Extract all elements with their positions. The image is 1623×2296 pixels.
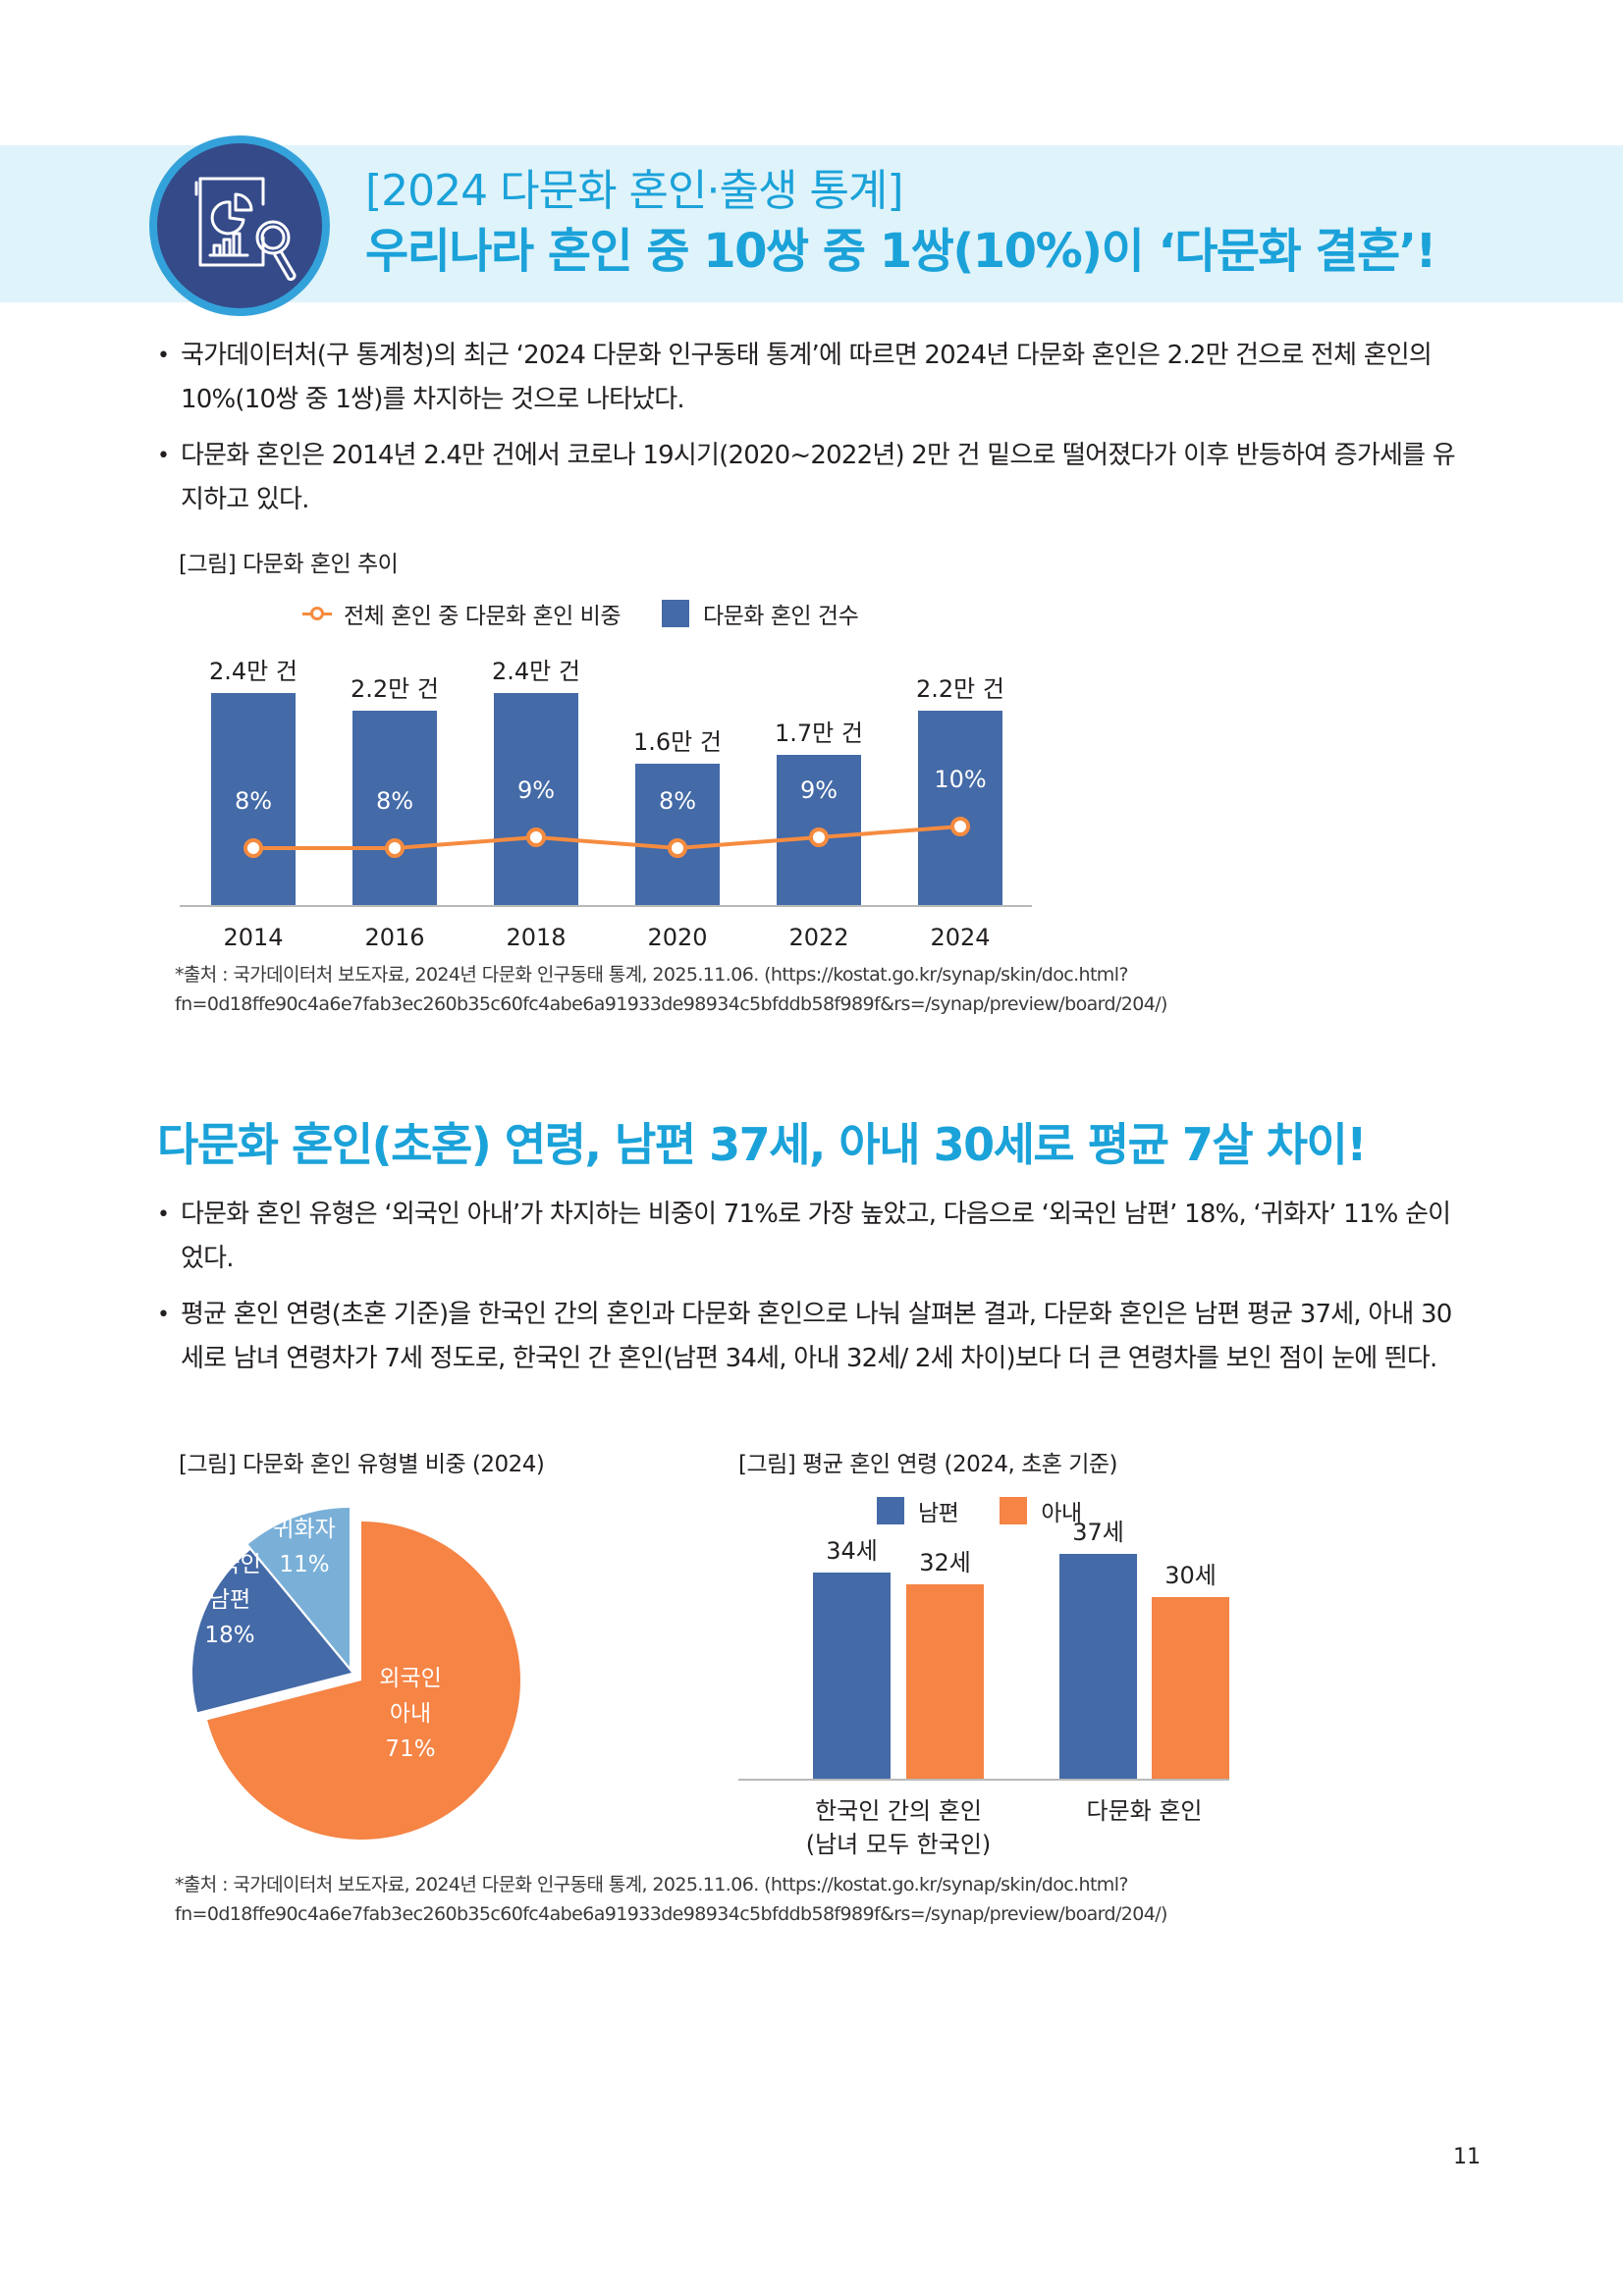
report-magnifier-icon	[194, 177, 297, 282]
x-axis-label: 2024	[930, 924, 991, 951]
bar-count	[635, 764, 720, 905]
square-swatch-icon	[661, 600, 689, 627]
source-note: *출처 : 국가데이터처 보도자료, 2024년 다문화 인구동태 통계, 20…	[175, 1874, 1167, 1925]
page-number: 11	[1453, 2145, 1481, 2169]
pie-caption: [그림] 다문화 혼인 유형별 비중 (2024)	[179, 1452, 545, 1477]
bar-value-label: 1.6만 건	[633, 728, 722, 756]
square-swatch-icon	[1000, 1497, 1028, 1524]
bar-count	[494, 693, 578, 905]
legend-item-husband: 남편	[877, 1494, 959, 1527]
bar-value-label: 2.2만 건	[916, 675, 1004, 703]
bullet-item: 다문화 혼인은 2014년 2.4만 건에서 코로나 19시기(2020~202…	[157, 434, 1473, 522]
square-swatch-icon	[877, 1497, 904, 1524]
pie-slice-label: 외국인 남편 18%	[198, 1552, 261, 1648]
bar-value-label: 1.7만 건	[775, 720, 863, 747]
pie-slice-label: 외국인 아내 71%	[379, 1666, 442, 1762]
section-title: 다문화 혼인(초혼) 연령, 남편 37세, 아내 30세로 평균 7살 차이!	[157, 1118, 1367, 1171]
bar-value-label: 2.4만 건	[209, 658, 298, 685]
bar-value-label: 34세	[826, 1537, 878, 1565]
marriage-type-pie-chart	[192, 1508, 520, 1840]
pie-slice	[192, 1550, 352, 1713]
legend-item-count: 다문화 혼인 건수	[661, 597, 859, 630]
x-axis	[738, 1779, 1229, 1781]
bar-husband	[1059, 1554, 1137, 1779]
header-title: [2024 다문화 혼인·출생 통계] 우리나라 혼인 중 10쌍 중 1쌍(1…	[365, 162, 1436, 282]
x-axis-label: 2020	[647, 924, 708, 951]
pie-slice	[207, 1522, 520, 1840]
pie-slice-label: 귀화자 11%	[273, 1517, 336, 1577]
header-title-line2: 우리나라 혼인 중 10쌍 중 1쌍(10%)이 ‘다문화 결혼’!	[365, 224, 1436, 279]
trend-chart-legend: 전체 혼인 중 다문화 혼인 비중 다문화 혼인 건수	[302, 597, 899, 630]
x-axis-label: 다문화 혼인	[1086, 1797, 1203, 1825]
x-axis	[180, 905, 1032, 907]
x-axis-label: 2014	[223, 924, 284, 951]
ratio-line	[243, 817, 970, 858]
bar-count	[918, 711, 1002, 905]
x-axis-label: 한국인 간의 혼인 (남녀 모두 한국인)	[805, 1797, 992, 1858]
bar-wife	[1152, 1596, 1229, 1779]
ratio-value-label: 9%	[516, 776, 556, 804]
age-chart-legend: 남편 아내	[877, 1494, 1123, 1527]
bar-value-label: 37세	[1072, 1519, 1124, 1547]
bar-count	[211, 693, 296, 905]
ratio-value-label: 10%	[934, 766, 987, 793]
pie-slice	[247, 1508, 350, 1667]
ratio-value-label: 8%	[375, 787, 414, 815]
ratio-value-label: 8%	[234, 787, 273, 815]
x-axis-label: 2018	[506, 924, 567, 951]
section2-bullets: 다문화 혼인 유형은 ‘외국인 아내’가 차지하는 비중이 71%로 가장 높았…	[157, 1193, 1473, 1393]
section1-bullets: 국가데이터처(구 통계청)의 최근 ‘2024 다문화 인구동태 통계’에 따르…	[157, 334, 1473, 534]
bullet-item: 국가데이터처(구 통계청)의 최근 ‘2024 다문화 인구동태 통계’에 따르…	[157, 334, 1473, 422]
x-axis-label: 2016	[364, 924, 425, 951]
header-badge	[149, 135, 330, 316]
bar-count	[352, 711, 437, 905]
bullet-item: 다문화 혼인 유형은 ‘외국인 아내’가 차지하는 비중이 71%로 가장 높았…	[157, 1193, 1473, 1281]
legend-item-ratio: 전체 혼인 중 다문화 혼인 비중	[302, 597, 621, 630]
x-axis-label: 2022	[788, 924, 849, 951]
age-chart-caption: [그림] 평균 혼인 연령 (2024, 초혼 기준)	[738, 1452, 1118, 1477]
bar-value-label: 2.2만 건	[351, 675, 439, 703]
bar-value-label: 32세	[919, 1549, 971, 1577]
source-note: *출처 : 국가데이터처 보도자료, 2024년 다문화 인구동태 통계, 20…	[175, 964, 1167, 1015]
bar-value-label: 30세	[1164, 1561, 1217, 1589]
legend-item-wife: 아내	[1000, 1494, 1082, 1527]
bar-wife	[906, 1584, 984, 1779]
bar-value-label: 2.4만 건	[492, 658, 580, 685]
bullet-item: 평균 혼인 연령(초혼 기준)을 한국인 간의 혼인과 다문화 혼인으로 나눠 …	[157, 1293, 1473, 1381]
bar-husband	[813, 1573, 891, 1779]
figure-caption: [그림] 다문화 혼인 추이	[179, 552, 399, 577]
line-marker-icon	[302, 604, 332, 623]
ratio-value-label: 9%	[799, 776, 839, 804]
header-title-line1: [2024 다문화 혼인·출생 통계]	[365, 166, 904, 216]
ratio-value-label: 8%	[658, 787, 697, 815]
